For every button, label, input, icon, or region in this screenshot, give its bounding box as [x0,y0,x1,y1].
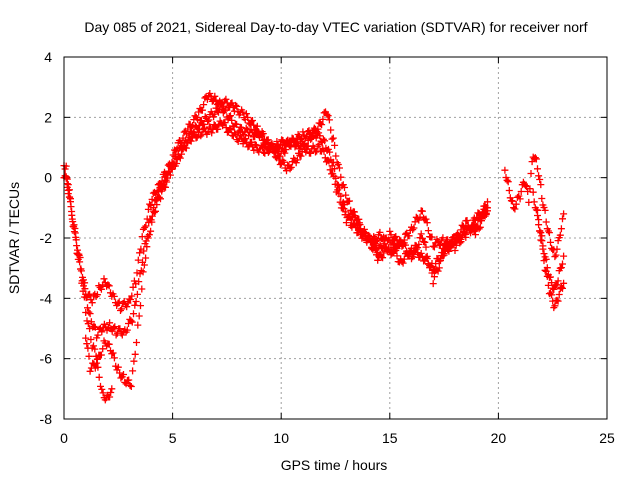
series-markers-track-7 [534,206,568,312]
y-tick-label: 2 [44,109,52,125]
x-axis-label: GPS time / hours [281,457,388,473]
plot-frame [63,56,608,420]
x-tick-label: 15 [382,430,398,446]
x-tick-label: 25 [599,430,615,446]
series-track-4 [82,334,116,404]
x-tick-label: 10 [273,430,289,446]
series-track-1 [60,90,491,314]
y-tick-label: -2 [40,230,53,246]
series-markers-track-5 [501,153,568,261]
y-tick-label: -4 [40,290,53,306]
y-tick-label: -6 [40,351,53,367]
x-tick-label: 0 [60,430,68,446]
y-tick-label: 0 [44,170,52,186]
series-track-5 [501,153,568,261]
series-markers-track-4 [82,334,116,404]
axis-ticks: 0 5 10 15 20 25 -8 -6 -4 -2 0 2 4 [40,49,615,446]
x-tick-label: 20 [491,430,507,446]
data-points [60,90,568,404]
x-tick-label: 5 [169,430,177,446]
series-markers-track-1 [60,90,491,314]
y-axis-label: SDTVAR / TECUs [6,182,22,294]
chart-title: Day 085 of 2021, Sidereal Day-to-day VTE… [84,19,587,35]
series-track-7 [534,206,568,312]
y-tick-label: -8 [40,411,53,427]
y-tick-label: 4 [44,49,52,65]
